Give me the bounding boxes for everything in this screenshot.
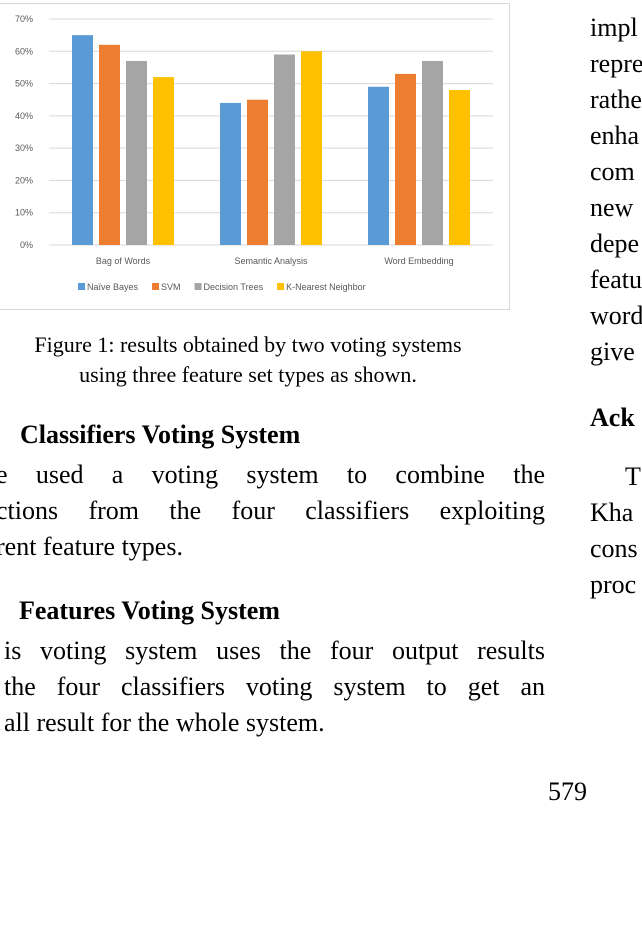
x-tick-label: Word Embedding: [384, 256, 453, 266]
paragraph-line: e used a voting system to combine the: [0, 460, 545, 489]
figure-chart: 0% 10% 20% 30% 40% 50% 60% 70% Bag of Words Seman…: [0, 3, 510, 310]
bar: [422, 60, 443, 245]
y-tick-label: 40%: [15, 111, 33, 121]
bar: [220, 102, 241, 245]
legend-swatch: [152, 283, 160, 290]
legend-label: Decision Trees: [204, 282, 264, 292]
legend-label: SVM: [161, 282, 181, 292]
right-column-ack-lines: T Kha cons proc: [590, 459, 641, 603]
paragraph-line: all result for the whole system.: [4, 708, 325, 737]
paragraph-line: repre: [590, 49, 642, 78]
page-number: 579: [548, 777, 587, 806]
bar-chart: 0% 10% 20% 30% 40% 50% 60% 70% Bag of Words Seman…: [15, 14, 493, 292]
legend-label: Naïve Bayes: [87, 282, 139, 292]
paragraph-line: rathe: [590, 85, 642, 114]
y-tick-label: 30%: [15, 143, 33, 153]
paragraph-line: new: [590, 193, 634, 222]
bar: [247, 99, 268, 245]
bar: [395, 73, 416, 245]
section-heading-classifiers: Classifiers Voting System: [20, 420, 301, 449]
x-tick-label: Bag of Words: [96, 256, 151, 266]
caption-line-2: using three feature set types as shown.: [79, 362, 417, 387]
y-tick-label: 10%: [15, 208, 33, 218]
x-tick-label: Semantic Analysis: [234, 256, 308, 266]
paragraph-line: T: [625, 462, 641, 491]
section-heading-acknowledgements: Ack: [590, 403, 635, 432]
bar: [153, 77, 174, 245]
paragraph-line: depe: [590, 229, 640, 258]
bar: [368, 86, 389, 245]
paragraph-line: featu: [590, 265, 642, 294]
y-tick-label: 70%: [15, 14, 33, 24]
paragraph-line: word: [590, 301, 642, 330]
legend-label: K-Nearest Neighbor: [286, 282, 366, 292]
right-column-lines: impl repre rathe enha com new depe featu…: [590, 10, 642, 370]
paragraph-line: Kha: [590, 498, 634, 527]
section-paragraph-features: is voting system uses the four output re…: [4, 633, 545, 741]
bar: [72, 35, 93, 246]
figure-caption: Figure 1: results obtained by two voting…: [0, 330, 508, 390]
paragraph-line: is voting system uses the four output re…: [4, 636, 545, 665]
legend-swatch: [78, 283, 85, 290]
legend-swatch: [194, 283, 202, 290]
bar: [274, 54, 295, 246]
bar: [449, 90, 470, 246]
section-heading-features: Features Voting System: [19, 596, 280, 625]
paragraph-line: rent feature types.: [0, 532, 183, 561]
paragraph-line: com: [590, 157, 635, 186]
caption-line-1: Figure 1: results obtained by two voting…: [34, 332, 462, 357]
paragraph-line: give: [590, 337, 635, 366]
legend-swatch: [277, 283, 285, 290]
paragraph-line: proc: [590, 570, 637, 599]
y-tick-label: 60%: [15, 46, 33, 56]
paragraph-line: enha: [590, 121, 640, 150]
bar: [99, 44, 120, 246]
paragraph-line: ctions from the four classifiers exploit…: [0, 496, 545, 525]
y-tick-label: 20%: [15, 175, 33, 185]
section-paragraph-classifiers: e used a voting system to combine the ct…: [0, 457, 545, 565]
paragraph-line: cons: [590, 534, 638, 563]
bar: [126, 60, 147, 245]
y-tick-label: 0%: [20, 240, 33, 250]
paragraph-line: impl: [590, 13, 638, 42]
paragraph-line: the four classifiers voting system to ge…: [4, 672, 545, 701]
bar: [301, 51, 322, 246]
y-tick-label: 50%: [15, 79, 33, 89]
